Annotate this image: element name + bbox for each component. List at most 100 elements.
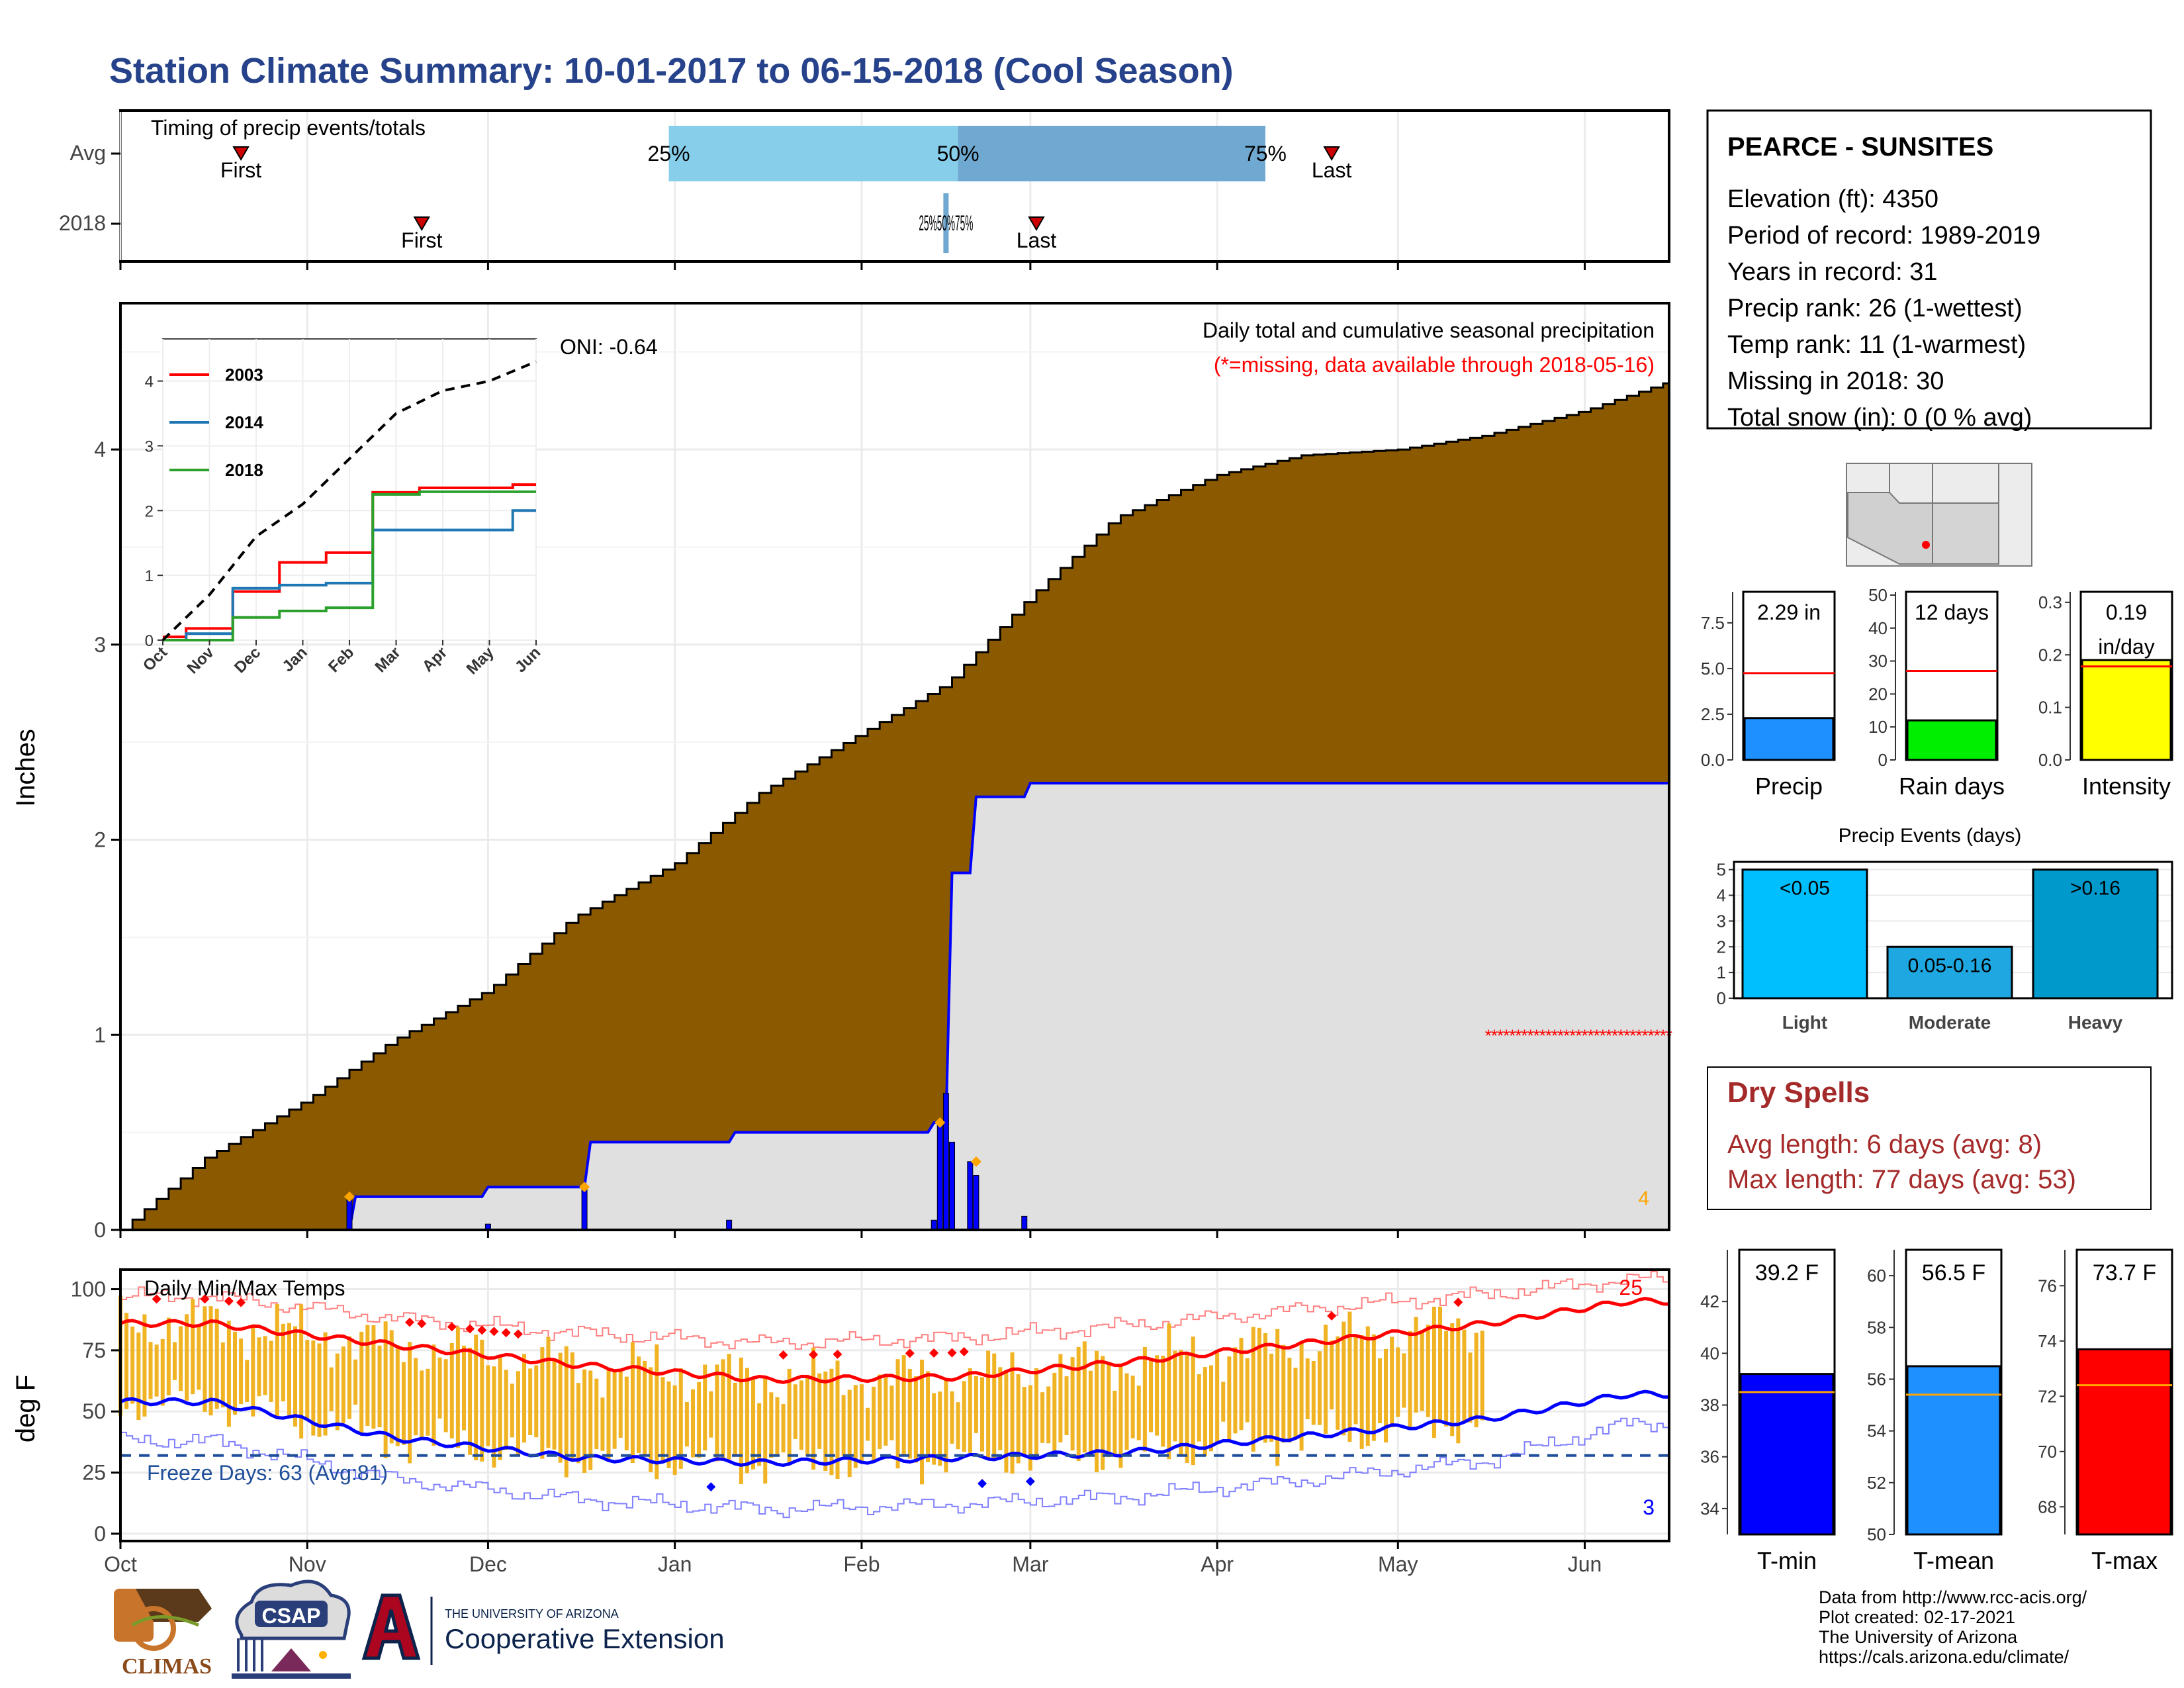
climas-logo: CLIMAS bbox=[114, 1589, 212, 1679]
daily-temp-bar bbox=[817, 1373, 822, 1449]
page-title: Station Climate Summary: 10-01-2017 to 0… bbox=[109, 51, 1234, 91]
daily-temp-bar bbox=[1462, 1329, 1467, 1421]
missing-day-marker: * bbox=[1527, 1025, 1534, 1045]
tmin-bar bbox=[1739, 1373, 1835, 1536]
precip-label: Precip bbox=[1755, 773, 1823, 800]
daily-temp-bar bbox=[805, 1374, 809, 1456]
daily-temp-bar bbox=[1185, 1353, 1189, 1464]
tmin-ytick-label: 42 bbox=[1700, 1291, 1719, 1311]
daily-temp-bar bbox=[672, 1385, 677, 1475]
daily-temp-bar bbox=[1130, 1376, 1135, 1438]
daily-temp-bar bbox=[1317, 1351, 1322, 1425]
daily-temp-bar bbox=[793, 1384, 797, 1439]
daily-temp-bar bbox=[1004, 1370, 1009, 1473]
missing-day-marker: * bbox=[1642, 1025, 1649, 1045]
daily-temp-bar bbox=[853, 1385, 858, 1468]
daily-temp-bar bbox=[1215, 1352, 1220, 1444]
missing-day-marker: * bbox=[1503, 1025, 1510, 1045]
daily-temp-bar bbox=[1432, 1307, 1436, 1438]
daily-temp-bar bbox=[1028, 1385, 1032, 1471]
avg-min-line bbox=[120, 1389, 1670, 1468]
events-category-label: Heavy bbox=[2068, 1012, 2123, 1033]
daily-temp-bar bbox=[516, 1371, 520, 1456]
temp-xtick-label: Nov bbox=[289, 1552, 326, 1576]
tmean-ytick-label: 60 bbox=[1867, 1266, 1886, 1286]
missing-day-marker: * bbox=[1623, 1025, 1630, 1045]
temp-xtick-label: May bbox=[1378, 1552, 1418, 1576]
station-name: PEARCE - SUNSITES bbox=[1727, 132, 1993, 162]
precip-ytick-label: 3 bbox=[94, 633, 106, 657]
temp-ytick-label: 25 bbox=[82, 1461, 106, 1485]
daily-precip-bar bbox=[931, 1219, 937, 1231]
avg-quartile-label: 75% bbox=[1244, 142, 1287, 165]
daily-temp-bar bbox=[769, 1392, 774, 1458]
daily-temp-bar bbox=[449, 1342, 454, 1438]
daily-temp-bar bbox=[214, 1309, 219, 1409]
missing-day-marker: * bbox=[1533, 1025, 1540, 1045]
daily-temp-bar bbox=[1396, 1347, 1400, 1417]
raindays-ytick-label: 30 bbox=[1868, 651, 1888, 671]
daily-temp-bar bbox=[347, 1336, 351, 1419]
daily-temp-bar bbox=[1221, 1382, 1226, 1422]
intensity-value-text: 0.19 bbox=[2106, 600, 2147, 624]
2018-quartile-bar bbox=[943, 193, 949, 253]
daily-temp-bar bbox=[1245, 1358, 1250, 1423]
daily-temp-bar bbox=[835, 1360, 840, 1479]
intensity-ytick-label: 0.0 bbox=[2038, 750, 2062, 770]
precip-panel-border bbox=[119, 302, 1670, 1231]
daily-temp-bar bbox=[1281, 1344, 1286, 1443]
precip-ytick-label: 7.5 bbox=[1701, 613, 1725, 633]
2018-last-marker bbox=[1028, 216, 1045, 231]
daily-temp-bar bbox=[1269, 1353, 1274, 1442]
tmax-ytick-label: 68 bbox=[2038, 1497, 2057, 1517]
daily-temp-bar bbox=[811, 1347, 816, 1470]
missing-day-marker: * bbox=[1635, 1025, 1642, 1045]
daily-temp-bar bbox=[203, 1306, 207, 1412]
daily-temp-bar bbox=[1239, 1337, 1244, 1430]
daily-temp-bar bbox=[829, 1368, 834, 1476]
precip-value-text: 2.29 in bbox=[1757, 600, 1821, 624]
tmax-ytick-label: 74 bbox=[2038, 1331, 2057, 1351]
record-high-marker bbox=[152, 1294, 161, 1304]
intensity-value-text2: in/day bbox=[2098, 635, 2154, 659]
daily-temp-bar bbox=[408, 1342, 412, 1464]
tmean-bar bbox=[1906, 1365, 2001, 1536]
daily-temp-bar bbox=[944, 1379, 948, 1473]
avg-first-label: First bbox=[220, 158, 261, 182]
events-ytick-label: 0 bbox=[1717, 988, 1726, 1008]
locator-map bbox=[1846, 463, 2032, 567]
daily-temp-bar bbox=[968, 1368, 972, 1453]
avg-quartile-bar-50-75 bbox=[958, 126, 1265, 181]
raindays-ytick-label: 40 bbox=[1868, 618, 1888, 638]
daily-temp-bar bbox=[630, 1342, 635, 1464]
raindays-bar bbox=[1906, 719, 1997, 761]
daily-temp-bar bbox=[884, 1376, 888, 1446]
daily-temp-bar bbox=[281, 1323, 285, 1401]
daily-temp-bar bbox=[781, 1403, 786, 1453]
precip-corner-count: 4 bbox=[1638, 1188, 1649, 1209]
missing-day-marker: * bbox=[1660, 1025, 1666, 1045]
missing-day-marker: * bbox=[1563, 1025, 1570, 1045]
tmax-ytick-label: 76 bbox=[2038, 1276, 2057, 1295]
credit-line-2: Plot created: 02-17-2021 bbox=[1819, 1607, 2015, 1627]
missing-day-marker: * bbox=[1581, 1025, 1588, 1045]
daily-temp-bar bbox=[1251, 1327, 1255, 1452]
oni-value: ONI: -0.64 bbox=[560, 335, 658, 359]
events-ytick-label: 3 bbox=[1717, 911, 1726, 931]
temp-xtick-label: Dec bbox=[469, 1552, 507, 1576]
inset-ytick-label: 3 bbox=[145, 438, 154, 455]
daily-temp-bar bbox=[534, 1365, 539, 1438]
footer: CLIMAS CSAP THE UNIVERSITY OF ARIZONA Co… bbox=[114, 1579, 2087, 1679]
temp-xtick-label: Oct bbox=[104, 1552, 137, 1576]
missing-day-marker: * bbox=[1545, 1025, 1552, 1045]
missing-day-marker: * bbox=[1539, 1025, 1546, 1045]
temp-panel-title: Daily Min/Max Temps bbox=[144, 1276, 345, 1300]
record-low-marker bbox=[706, 1482, 716, 1492]
daily-temp-bar bbox=[1070, 1357, 1075, 1451]
record-high-marker bbox=[778, 1350, 788, 1360]
daily-temp-bar bbox=[703, 1364, 707, 1451]
station-info: PEARCE - SUNSITES Elevation (ft): 4350 P… bbox=[1706, 109, 2152, 432]
avg-max-line bbox=[120, 1297, 1670, 1384]
precip-ylabel: Inches bbox=[11, 729, 40, 807]
